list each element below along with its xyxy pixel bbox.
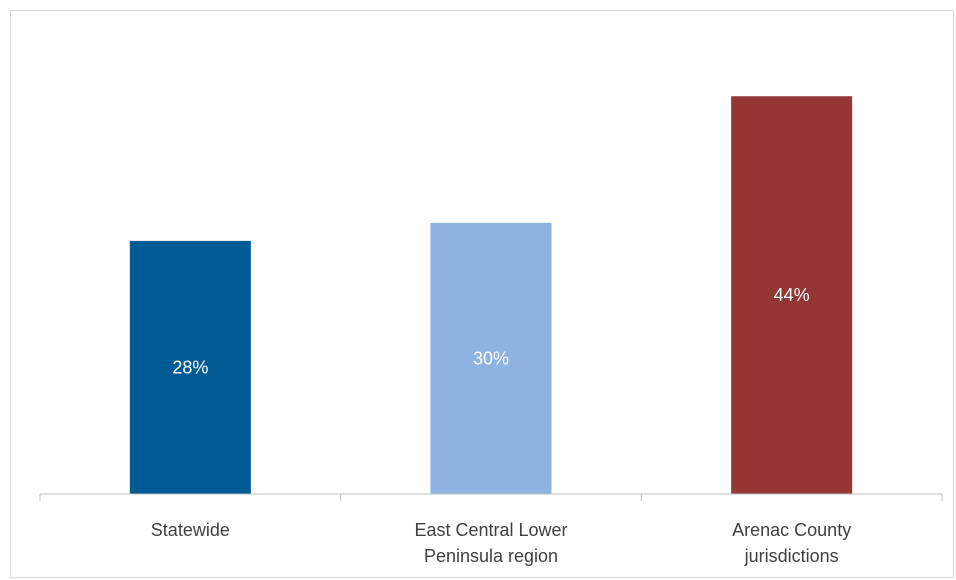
x-ticks-group	[39, 494, 943, 501]
x-tick-label: Arenac County	[732, 520, 851, 540]
data-label: 44%	[774, 285, 810, 305]
bars-group	[129, 96, 853, 495]
data-labels-group: 28% 30% 44%	[172, 285, 809, 377]
x-tick-labels-group: Statewide East Central Lower Peninsula reg…	[151, 520, 851, 566]
x-tick-label: East Central Lower	[414, 520, 567, 540]
x-tick-label: jurisdictions	[744, 546, 839, 566]
bar	[731, 96, 853, 495]
x-tick-label: Statewide	[151, 520, 230, 540]
x-tick-label: Peninsula region	[424, 546, 558, 566]
data-label: 28%	[172, 357, 208, 377]
bar	[430, 222, 552, 495]
bar	[129, 240, 251, 494]
data-label: 30%	[473, 348, 509, 368]
